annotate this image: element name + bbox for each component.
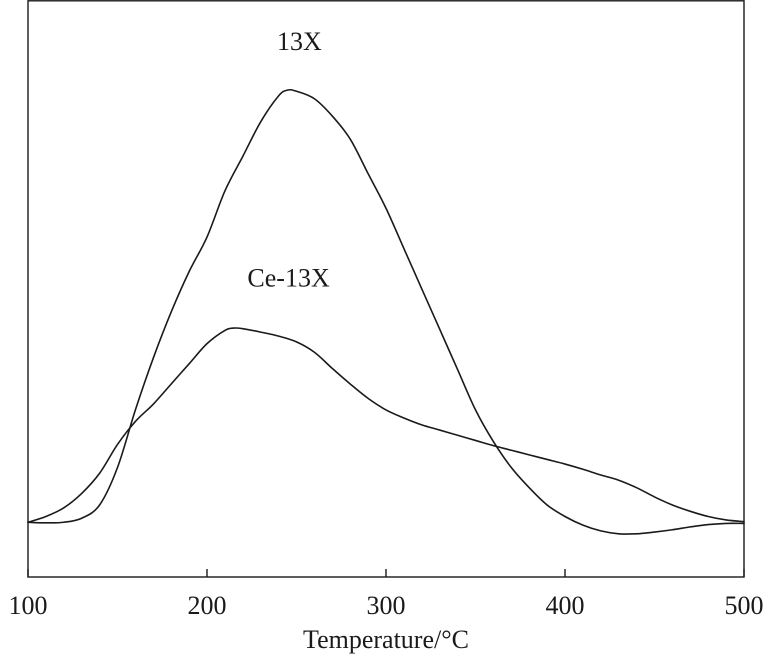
x-tick-label: 500 [725,591,764,620]
x-tick-label: 100 [9,591,48,620]
series-layer [27,88,745,535]
series-label-ce-13x: Ce-13X [247,263,330,292]
x-tick-label: 200 [188,591,227,620]
series-label-13x: 13X [277,27,322,56]
x-axis-ticks: 100 200 300 400 500 [9,569,764,620]
x-tick-label: 300 [367,591,406,620]
plot-frame [27,0,745,578]
series-line-13x [27,88,745,535]
x-axis-title: Temperature/°C [303,625,469,654]
annotation-layer: 13X Ce-13X [247,27,330,292]
x-tick-label: 400 [546,591,585,620]
series-line-ce-13x [27,327,745,524]
